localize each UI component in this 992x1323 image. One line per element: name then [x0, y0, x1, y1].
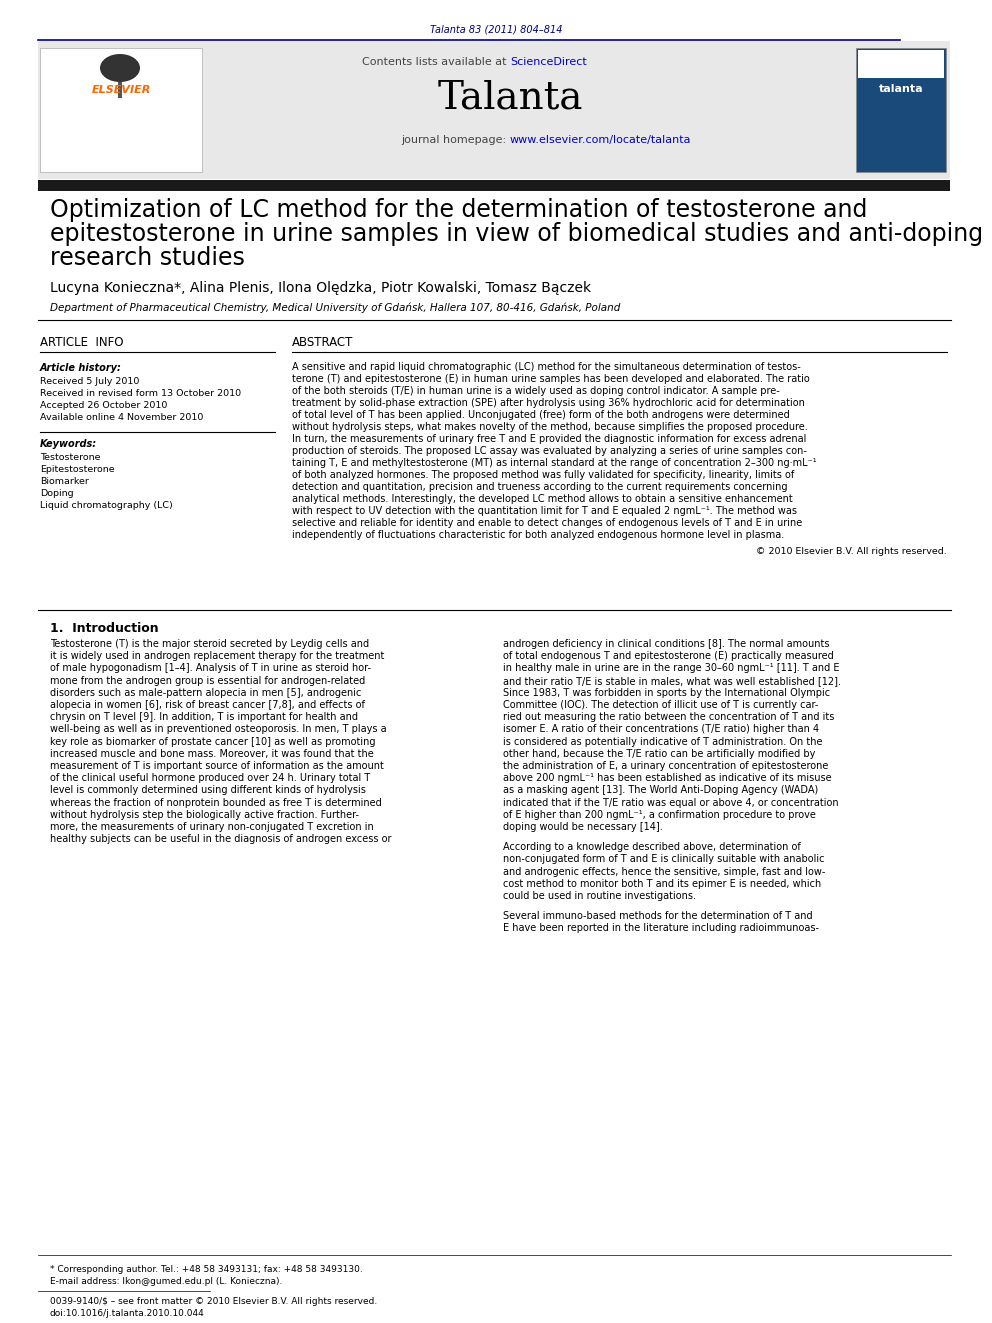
Text: Testosterone (T) is the major steroid secreted by Leydig cells and: Testosterone (T) is the major steroid se…	[50, 639, 369, 650]
Text: of the clinical useful hormone produced over 24 h. Urinary total T: of the clinical useful hormone produced …	[50, 773, 370, 783]
Text: without hydrolysis step the biologically active fraction. Further-: without hydrolysis step the biologically…	[50, 810, 359, 820]
Text: of total endogenous T and epitestosterone (E) practically measured: of total endogenous T and epitestosteron…	[503, 651, 833, 662]
Text: as a masking agent [13]. The World Anti-Doping Agency (WADA): as a masking agent [13]. The World Anti-…	[503, 786, 818, 795]
Text: level is commonly determined using different kinds of hydrolysis: level is commonly determined using diffe…	[50, 786, 366, 795]
Text: without hydrolysis steps, what makes novelty of the method, because simplifies t: without hydrolysis steps, what makes nov…	[292, 422, 807, 433]
Text: Received 5 July 2010: Received 5 July 2010	[40, 377, 139, 386]
Text: Since 1983, T was forbidden in sports by the International Olympic: Since 1983, T was forbidden in sports by…	[503, 688, 830, 697]
Text: analytical methods. Interestingly, the developed LC method allows to obtain a se: analytical methods. Interestingly, the d…	[292, 493, 793, 504]
Text: well-being as well as in preventioned osteoporosis. In men, T plays a: well-being as well as in preventioned os…	[50, 725, 387, 734]
Text: Department of Pharmaceutical Chemistry, Medical University of Gdańsk, Hallera 10: Department of Pharmaceutical Chemistry, …	[50, 303, 620, 314]
Text: 0039-9140/$ – see front matter © 2010 Elsevier B.V. All rights reserved.: 0039-9140/$ – see front matter © 2010 El…	[50, 1298, 377, 1307]
Bar	[858, 78, 944, 101]
Bar	[38, 180, 950, 191]
Text: taining T, E and methyltestosterone (MT) as internal standard at the range of co: taining T, E and methyltestosterone (MT)…	[292, 458, 816, 468]
Text: epitestosterone in urine samples in view of biomedical studies and anti-doping: epitestosterone in urine samples in view…	[50, 222, 983, 246]
Text: A sensitive and rapid liquid chromatographic (LC) method for the simultaneous de: A sensitive and rapid liquid chromatogra…	[292, 363, 801, 372]
Text: © 2010 Elsevier B.V. All rights reserved.: © 2010 Elsevier B.V. All rights reserved…	[756, 546, 947, 556]
Text: www.elsevier.com/locate/talanta: www.elsevier.com/locate/talanta	[510, 135, 691, 146]
Text: detection and quantitation, precision and trueness according to the current requ: detection and quantitation, precision an…	[292, 482, 788, 492]
Text: talanta: talanta	[879, 83, 924, 94]
Text: Keywords:: Keywords:	[40, 439, 97, 448]
Text: measurement of T is important source of information as the amount: measurement of T is important source of …	[50, 761, 384, 771]
Text: of E higher than 200 ngmL⁻¹, a confirmation procedure to prove: of E higher than 200 ngmL⁻¹, a confirmat…	[503, 810, 815, 820]
Text: of the both steroids (T/E) in human urine is a widely used as doping control ind: of the both steroids (T/E) in human urin…	[292, 386, 780, 396]
Text: of male hypogonadism [1–4]. Analysis of T in urine as steroid hor-: of male hypogonadism [1–4]. Analysis of …	[50, 663, 371, 673]
Text: journal homepage:: journal homepage:	[402, 135, 510, 146]
Text: healthy subjects can be useful in the diagnosis of androgen excess or: healthy subjects can be useful in the di…	[50, 835, 392, 844]
Text: ARTICLE  INFO: ARTICLE INFO	[40, 336, 123, 348]
Text: of total level of T has been applied. Unconjugated (free) form of the both andro: of total level of T has been applied. Un…	[292, 410, 790, 419]
Text: disorders such as male-pattern alopecia in men [5], androgenic: disorders such as male-pattern alopecia …	[50, 688, 361, 697]
Text: ScienceDirect: ScienceDirect	[510, 57, 586, 67]
Bar	[856, 48, 946, 172]
Text: with respect to UV detection with the quantitation limit for T and E equaled 2 n: with respect to UV detection with the qu…	[292, 505, 797, 516]
Text: research studies: research studies	[50, 246, 245, 270]
Bar	[40, 48, 202, 172]
Text: In turn, the measurements of urinary free T and E provided the diagnostic inform: In turn, the measurements of urinary fre…	[292, 434, 806, 445]
Text: Lucyna Konieczna*, Alina Plenis, Ilona Olędzka, Piotr Kowalski, Tomasz Bączek: Lucyna Konieczna*, Alina Plenis, Ilona O…	[50, 280, 591, 295]
Text: terone (T) and epitestosterone (E) in human urine samples has been developed and: terone (T) and epitestosterone (E) in hu…	[292, 374, 809, 384]
Text: ABSTRACT: ABSTRACT	[292, 336, 353, 348]
Text: alopecia in women [6], risk of breast cancer [7,8], and effects of: alopecia in women [6], risk of breast ca…	[50, 700, 365, 710]
Text: Committee (IOC). The detection of illicit use of T is currently car-: Committee (IOC). The detection of illici…	[503, 700, 818, 710]
Text: is considered as potentially indicative of T administration. On the: is considered as potentially indicative …	[503, 737, 822, 746]
Ellipse shape	[100, 54, 140, 82]
Text: production of steroids. The proposed LC assay was evaluated by analyzing a serie: production of steroids. The proposed LC …	[292, 446, 806, 456]
Text: Epitestosterone: Epitestosterone	[40, 464, 115, 474]
Text: 1.  Introduction: 1. Introduction	[50, 622, 159, 635]
Text: in healthy male in urine are in the range 30–60 ngmL⁻¹ [11]. T and E: in healthy male in urine are in the rang…	[503, 663, 839, 673]
Text: According to a knowledge described above, determination of: According to a knowledge described above…	[503, 843, 801, 852]
Text: the administration of E, a urinary concentration of epitestosterone: the administration of E, a urinary conce…	[503, 761, 828, 771]
Text: could be used in routine investigations.: could be used in routine investigations.	[503, 890, 696, 901]
Text: ELSEVIER: ELSEVIER	[91, 85, 151, 95]
Text: other hand, because the T/E ratio can be artificially modified by: other hand, because the T/E ratio can be…	[503, 749, 815, 759]
Text: Liquid chromatography (LC): Liquid chromatography (LC)	[40, 500, 173, 509]
Text: Biomarker: Biomarker	[40, 476, 89, 486]
Text: Testosterone: Testosterone	[40, 452, 100, 462]
Text: treatment by solid-phase extraction (SPE) after hydrolysis using 36% hydrochlori: treatment by solid-phase extraction (SPE…	[292, 398, 805, 407]
Text: Contents lists available at: Contents lists available at	[362, 57, 510, 67]
Text: isomer E. A ratio of their concentrations (T/E ratio) higher than 4: isomer E. A ratio of their concentration…	[503, 725, 819, 734]
Bar	[118, 79, 122, 98]
Text: and their ratio T/E is stable in males, what was well established [12].: and their ratio T/E is stable in males, …	[503, 676, 841, 685]
Text: of both analyzed hormones. The proposed method was fully validated for specifici: of both analyzed hormones. The proposed …	[292, 470, 795, 480]
Text: key role as biomarker of prostate cancer [10] as well as promoting: key role as biomarker of prostate cancer…	[50, 737, 376, 746]
Text: independently of fluctuations characteristic for both analyzed endogenous hormon: independently of fluctuations characteri…	[292, 531, 785, 540]
Text: cost method to monitor both T and its epimer E is needed, which: cost method to monitor both T and its ep…	[503, 878, 821, 889]
Text: * Corresponding author. Tel.: +48 58 3493131; fax: +48 58 3493130.: * Corresponding author. Tel.: +48 58 349…	[50, 1265, 363, 1274]
Text: Talanta 83 (2011) 804–814: Talanta 83 (2011) 804–814	[430, 25, 562, 34]
Text: Accepted 26 October 2010: Accepted 26 October 2010	[40, 401, 168, 410]
Text: Several immuno-based methods for the determination of T and: Several immuno-based methods for the det…	[503, 912, 812, 921]
Text: Article history:: Article history:	[40, 363, 122, 373]
Text: Available online 4 November 2010: Available online 4 November 2010	[40, 414, 203, 422]
Text: non-conjugated form of T and E is clinically suitable with anabolic: non-conjugated form of T and E is clinic…	[503, 855, 824, 864]
Text: above 200 ngmL⁻¹ has been established as indicative of its misuse: above 200 ngmL⁻¹ has been established as…	[503, 773, 831, 783]
Text: it is widely used in androgen replacement therapy for the treatment: it is widely used in androgen replacemen…	[50, 651, 384, 662]
Text: E have been reported in the literature including radioimmunoas-: E have been reported in the literature i…	[503, 923, 819, 934]
Text: Received in revised form 13 October 2010: Received in revised form 13 October 2010	[40, 389, 241, 398]
Text: E-mail address: lkon@gumed.edu.pl (L. Konieczna).: E-mail address: lkon@gumed.edu.pl (L. Ko…	[50, 1277, 283, 1286]
Text: and androgenic effects, hence the sensitive, simple, fast and low-: and androgenic effects, hence the sensit…	[503, 867, 825, 877]
Text: increased muscle and bone mass. Moreover, it was found that the: increased muscle and bone mass. Moreover…	[50, 749, 374, 759]
Text: doping would be necessary [14].: doping would be necessary [14].	[503, 822, 663, 832]
Text: Doping: Doping	[40, 488, 73, 497]
Bar	[858, 50, 944, 78]
Bar	[38, 41, 950, 179]
Text: indicated that if the T/E ratio was equal or above 4, or concentration: indicated that if the T/E ratio was equa…	[503, 798, 838, 807]
Text: chrysin on T level [9]. In addition, T is important for health and: chrysin on T level [9]. In addition, T i…	[50, 712, 358, 722]
Text: mone from the androgen group is essential for androgen-related: mone from the androgen group is essentia…	[50, 676, 365, 685]
Text: doi:10.1016/j.talanta.2010.10.044: doi:10.1016/j.talanta.2010.10.044	[50, 1310, 204, 1319]
Text: androgen deficiency in clinical conditions [8]. The normal amounts: androgen deficiency in clinical conditio…	[503, 639, 829, 650]
Text: Talanta: Talanta	[437, 79, 582, 116]
Text: more, the measurements of urinary non-conjugated T excretion in: more, the measurements of urinary non-co…	[50, 822, 374, 832]
Text: selective and reliable for identity and enable to detect changes of endogenous l: selective and reliable for identity and …	[292, 519, 803, 528]
Text: whereas the fraction of nonprotein bounded as free T is determined: whereas the fraction of nonprotein bound…	[50, 798, 382, 807]
Text: Optimization of LC method for the determination of testosterone and: Optimization of LC method for the determ…	[50, 198, 867, 222]
Text: ried out measuring the ratio between the concentration of T and its: ried out measuring the ratio between the…	[503, 712, 834, 722]
